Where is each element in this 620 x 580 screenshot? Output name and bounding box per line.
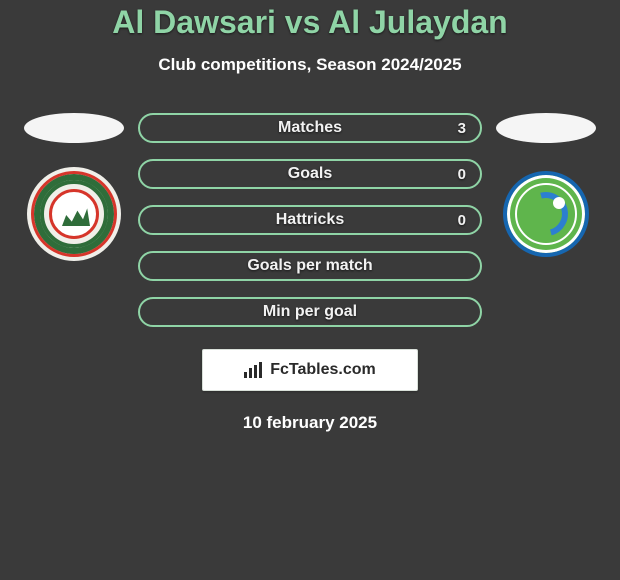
page-subtitle: Club competitions, Season 2024/2025 (0, 55, 620, 75)
stat-label: Matches (278, 119, 342, 137)
page-title: Al Dawsari vs Al Julaydan (0, 4, 620, 41)
left-club-badge (31, 171, 117, 257)
stat-right-value: 3 (458, 120, 466, 137)
comparison-card: Al Dawsari vs Al Julaydan Club competiti… (0, 0, 620, 433)
right-player-col (496, 113, 596, 257)
right-player-placeholder (496, 113, 596, 143)
stat-row-matches: Matches 3 (138, 113, 482, 143)
right-club-badge-swoosh (516, 184, 576, 244)
main-row: Matches 3 Goals 0 Hattricks 0 Goals per … (0, 113, 620, 327)
stat-label: Hattricks (276, 211, 344, 229)
left-player-placeholder (24, 113, 124, 143)
right-club-badge (503, 171, 589, 257)
stat-row-hattricks: Hattricks 0 (138, 205, 482, 235)
stat-label: Goals per match (247, 257, 372, 275)
stats-list: Matches 3 Goals 0 Hattricks 0 Goals per … (138, 113, 482, 327)
stat-right-value: 0 (458, 166, 466, 183)
stat-right-value: 0 (458, 212, 466, 229)
stat-row-goals: Goals 0 (138, 159, 482, 189)
right-club-badge-ball (553, 197, 565, 209)
stat-row-goals-per-match: Goals per match (138, 251, 482, 281)
comparison-date: 10 february 2025 (0, 413, 620, 433)
left-player-col (24, 113, 124, 257)
stat-row-min-per-goal: Min per goal (138, 297, 482, 327)
bars-icon (244, 362, 264, 378)
watermark-text: FcTables.com (270, 361, 376, 379)
left-club-badge-inner (49, 189, 99, 239)
stat-label: Min per goal (263, 303, 357, 321)
stat-label: Goals (288, 165, 332, 183)
watermark: FcTables.com (202, 349, 418, 391)
